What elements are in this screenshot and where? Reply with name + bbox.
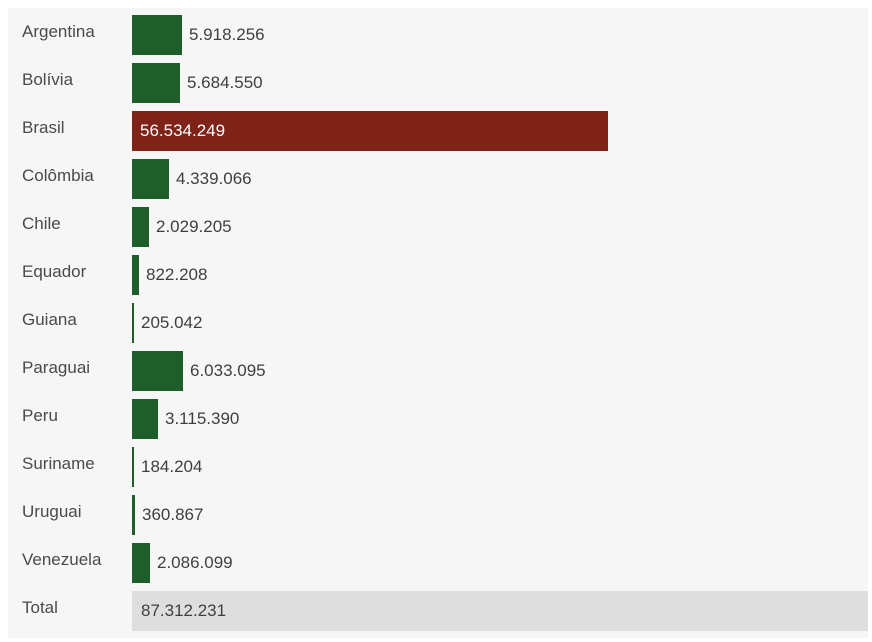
category-label: Bolívia (22, 70, 74, 89)
value-label: 822.208 (146, 265, 208, 284)
value-label: 2.086.099 (157, 553, 233, 572)
category-label: Brasil (22, 118, 65, 137)
bar (132, 207, 149, 247)
bar-row: Guiana 205.042 (8, 296, 868, 344)
category-label: Colômbia (22, 166, 94, 185)
bar (132, 543, 150, 583)
bar (132, 159, 169, 199)
bar (132, 351, 183, 391)
bar (132, 495, 135, 535)
category-label: Peru (22, 406, 58, 425)
total-value: 87.312.231 (141, 601, 227, 620)
value-label: 3.115.390 (165, 409, 240, 428)
bar (132, 15, 182, 55)
bar-row: Argentina 5.918.256 (8, 8, 868, 56)
bar-row: Equador 822.208 (8, 248, 868, 296)
bar (132, 111, 608, 151)
value-label: 360.867 (142, 505, 204, 524)
category-label: Suriname (22, 454, 95, 473)
value-label: 2.029.205 (156, 217, 232, 236)
value-label: 4.339.066 (176, 169, 252, 188)
bar-row: Chile 2.029.205 (8, 200, 868, 248)
category-label: Guiana (22, 310, 77, 329)
value-label: 5.684.550 (187, 73, 263, 92)
chart-panel: Argentina 5.918.256 Bolívia 5.684.550 Brasil… (8, 8, 868, 638)
bar (132, 447, 134, 487)
total-bar-background (132, 591, 868, 631)
value-label: 5.918.256 (189, 25, 265, 44)
bar-row: Paraguai 6.033.095 (8, 344, 868, 392)
bar (132, 255, 139, 295)
value-label: 205.042 (141, 313, 203, 332)
total-label: Total (22, 598, 58, 617)
bar (132, 63, 180, 103)
bar-row: Colômbia 4.339.066 (8, 152, 868, 200)
category-label: Venezuela (22, 550, 102, 569)
value-label: 184.204 (141, 457, 203, 476)
bar-row: Peru 3.115.390 (8, 392, 868, 440)
category-label: Equador (22, 262, 87, 281)
bar-rows: Argentina 5.918.256 Bolívia 5.684.550 Brasil… (8, 8, 868, 638)
bar-row: Brasil 56.534.249 (8, 104, 868, 152)
bar (132, 303, 134, 343)
bar-row: Venezuela 2.086.099 (8, 536, 868, 584)
bar-row: Bolívia 5.684.550 (8, 56, 868, 104)
category-label: Uruguai (22, 502, 82, 521)
total-row: Total 87.312.231 (8, 584, 868, 632)
category-label: Chile (22, 214, 61, 233)
bar-row: Uruguai 360.867 (8, 488, 868, 536)
category-label: Argentina (22, 22, 95, 41)
category-label: Paraguai (22, 358, 91, 377)
bar (132, 399, 158, 439)
value-label: 56.534.249 (140, 121, 226, 140)
bar-row: Suriname 184.204 (8, 440, 868, 488)
value-label: 6.033.095 (190, 361, 266, 380)
